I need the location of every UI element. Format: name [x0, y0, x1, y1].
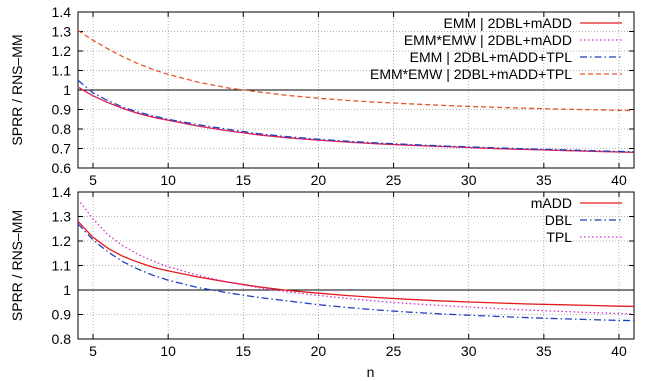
series-line: [77, 86, 635, 154]
y-tick-label: 1.2: [52, 43, 72, 59]
y-tick-label: 1: [63, 282, 71, 298]
x-tick-label: 20: [311, 343, 327, 359]
series-line: [77, 198, 635, 315]
y-tick-label: 0.7: [52, 141, 72, 157]
x-tick-label: 35: [536, 172, 552, 188]
y-tick-label: 1.4: [52, 184, 72, 200]
y-tick-label: 1.3: [52, 24, 72, 40]
x-tick-label: 40: [611, 343, 627, 359]
y-tick-label: 0.9: [52, 102, 72, 118]
y-tick-label: 1.1: [52, 63, 72, 79]
y-tick-label: 0.9: [52, 307, 72, 323]
legend-label: mADD: [531, 195, 572, 211]
x-tick-label: 30: [461, 172, 477, 188]
legend-label: EMM*EMW | 2DBL+mADD: [404, 32, 572, 48]
series-line: [77, 220, 635, 308]
x-tick-label: 15: [236, 343, 252, 359]
x-tick-label: 5: [89, 343, 97, 359]
legend-label: TPL: [546, 229, 572, 245]
x-tick-label: 25: [386, 172, 402, 188]
x-axis-label: n: [367, 364, 375, 380]
bottom-panel: 5 10 15 20 25 30 35 40 0.8 0.9 1 1.1 1.2 1.3 1.4 SPRR /…: [9, 184, 635, 359]
series-line: [77, 223, 635, 322]
y-tick-label: 1: [63, 82, 71, 98]
series-line: [77, 86, 635, 154]
y-tick-label: 1.4: [52, 4, 72, 20]
x-tick-label: 35: [536, 343, 552, 359]
y-tick-label: 1.2: [52, 233, 72, 249]
x-tick-label: 5: [89, 172, 97, 188]
x-tick-label: 15: [236, 172, 252, 188]
y-tick-label: 0.8: [52, 331, 72, 347]
y-tick-label: 1.3: [52, 209, 72, 225]
legend-label: DBL: [545, 212, 572, 228]
y-tick-label: 0.6: [52, 160, 72, 176]
legend-label: EMM | 2DBL+mADD: [444, 15, 573, 31]
top-panel: 5 10 15 20 25 30 35 40 0.6 0.7 0.8 0.9 1 1.1 1.2 1.3 1.4…: [9, 4, 635, 188]
y-tick-label: 0.8: [52, 121, 72, 137]
legend-label: EMM*EMW | 2DBL+mADD+TPL: [370, 66, 572, 82]
legend-label: EMM | 2DBL+mADD+TPL: [410, 49, 573, 65]
x-tick-label: 20: [311, 172, 327, 188]
series-line: [77, 79, 635, 153]
y-axis-label: SPRR / RNS–MM: [9, 210, 25, 321]
x-tick-label: 25: [386, 343, 402, 359]
y-axis-label: SPRR / RNS–MM: [9, 34, 25, 145]
x-tick-label: 10: [160, 172, 176, 188]
x-tick-label: 40: [611, 172, 627, 188]
series-line: [77, 29, 635, 112]
x-tick-label: 10: [160, 343, 176, 359]
y-tick-label: 1.1: [52, 258, 72, 274]
x-tick-label: 30: [461, 343, 477, 359]
